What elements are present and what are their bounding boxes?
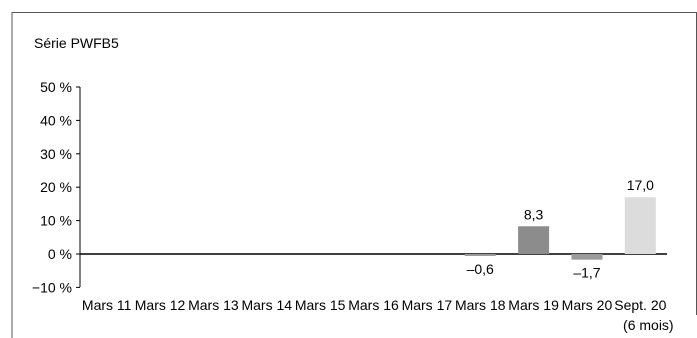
x-tick-label: Mars 13 — [188, 297, 239, 313]
x-tick-label: Mars 19 — [508, 297, 559, 313]
bar-mars-18 — [464, 254, 496, 257]
x-tick-label: Mars 20 — [562, 297, 613, 313]
data-label: 8,3 — [524, 206, 544, 222]
y-tick-label: 40 % — [40, 112, 72, 128]
chart-title: Série PWFB5 — [34, 35, 119, 51]
y-tick-label: 50 % — [40, 79, 72, 95]
y-tick-label: 0 % — [48, 246, 72, 262]
x-tick-label: Mars 15 — [295, 297, 346, 313]
x-tick-label: Mars 14 — [241, 297, 292, 313]
x-tick-label: Mars 17 — [402, 297, 453, 313]
x-tick-label: Mars 18 — [455, 297, 506, 313]
data-label: –1,7 — [573, 265, 600, 281]
y-tick-label: 10 % — [40, 213, 72, 229]
x-tick-labels: Mars 11 Mars 12 Mars 13 Mars 14 Mars 15 Mars … — [82, 297, 674, 333]
x-tick-label: Mars 16 — [348, 297, 399, 313]
y-tick-label: −10 % — [32, 279, 72, 295]
x-tick-label: Mars 11 — [82, 297, 132, 313]
panel-border — [11, 12, 697, 338]
x-tick-label: Sept. 20 — [614, 297, 666, 313]
data-label: 17,0 — [627, 177, 654, 193]
x-tick-sublabel: (6 mois) — [623, 317, 674, 333]
x-tick-label: Mars 12 — [135, 297, 186, 313]
data-labels: –0,6 8,3 –1,7 17,0 — [467, 177, 655, 280]
data-label: –0,6 — [467, 261, 494, 277]
bar-sept-20 — [624, 197, 656, 254]
bar-mars-20 — [571, 254, 603, 260]
y-tick-label: 20 % — [40, 179, 72, 195]
y-tick-label: 30 % — [40, 146, 72, 162]
bars — [464, 197, 656, 260]
axes: −10 % 0 % 10 % 20 % 30 % 40 % 50 % — [32, 79, 667, 295]
bar-mars-19 — [518, 226, 550, 254]
